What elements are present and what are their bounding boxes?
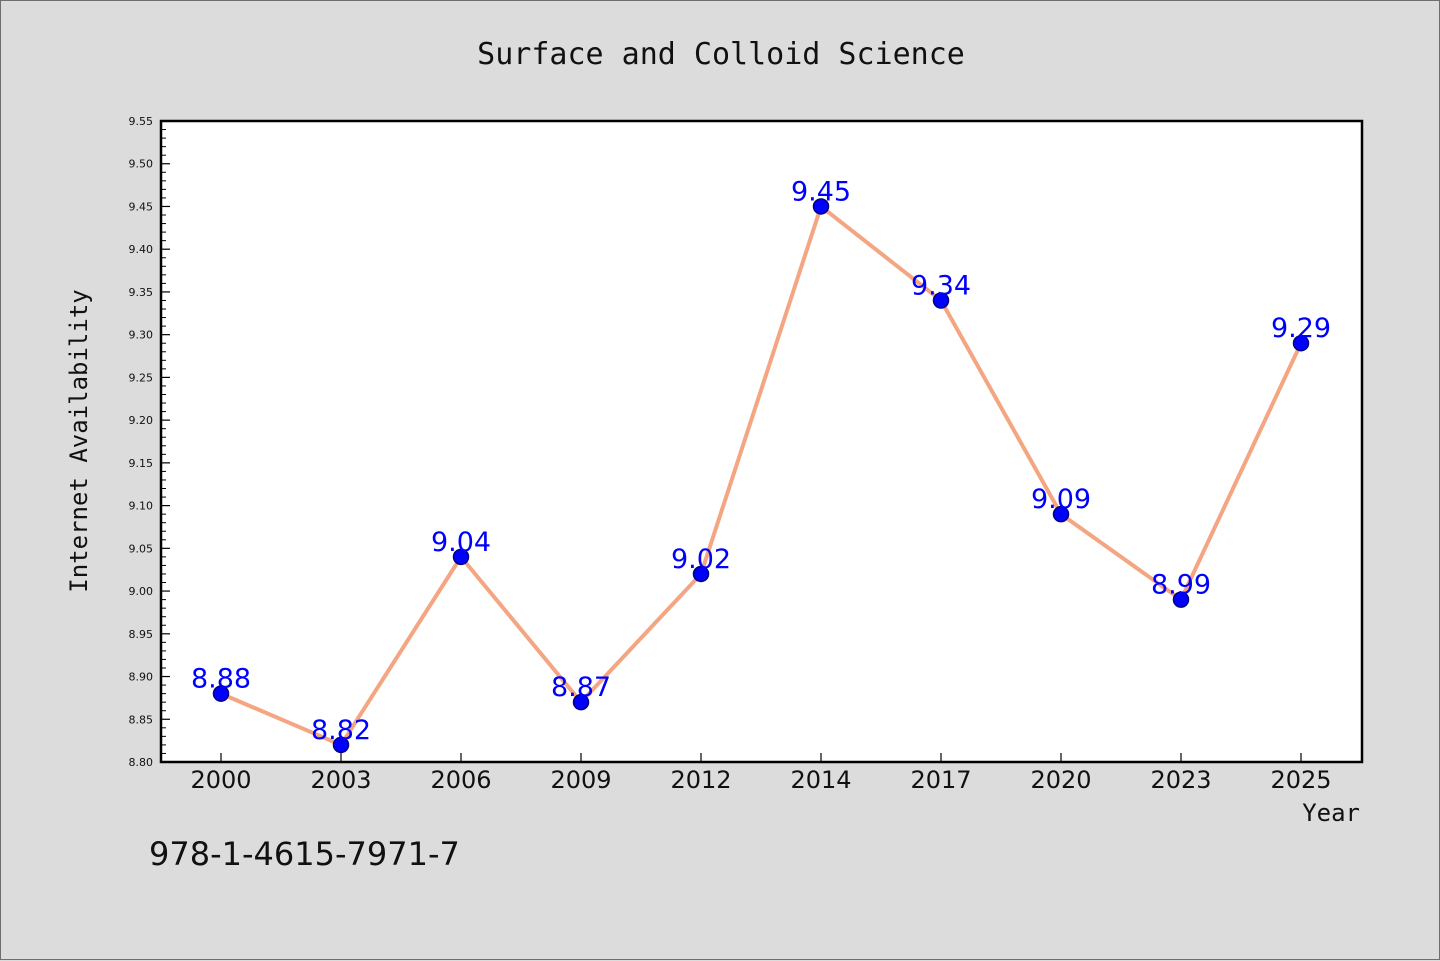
- x-tick-label: 2020: [1030, 766, 1091, 794]
- x-tick-label: 2003: [310, 766, 371, 794]
- series-line-group: [220, 204, 1303, 747]
- chart-title: Surface and Colloid Science: [477, 37, 965, 72]
- data-points: [212, 198, 1310, 754]
- y-tick-label: 9.45: [129, 200, 154, 213]
- data-label-2017: 9.34: [911, 270, 971, 301]
- x-axis-label: Year: [1302, 799, 1360, 827]
- x-tick-label: 2000: [190, 766, 251, 794]
- y-tick-label: 9.30: [129, 329, 154, 342]
- data-label-2023: 8.99: [1151, 570, 1211, 601]
- y-tick-label: 9.10: [129, 500, 154, 513]
- data-labels: 8.88 8.82 9.04 8.87 9.02 9.45 9.34 9.09 8.99 9.29: [191, 176, 1331, 745]
- x-tick-label: 2012: [670, 766, 731, 794]
- y-tick-label: 9.40: [129, 243, 154, 256]
- y-tick-label: 9.50: [129, 158, 154, 171]
- plot-area: [159, 119, 1364, 764]
- y-axis: 8.80 8.85 8.90 8.95 9.00 9.05 9.10 9.15 9.20 9.25…: [129, 115, 170, 769]
- data-point-2000: [212, 685, 230, 702]
- data-label-2003: 8.82: [311, 715, 371, 746]
- data-label-2025: 9.29: [1271, 313, 1331, 344]
- x-tick-label: 2006: [430, 766, 491, 794]
- y-axis-label: Internet Availability: [65, 289, 93, 592]
- data-label-2000: 8.88: [191, 664, 251, 695]
- y-tick-label: 9.20: [129, 414, 154, 427]
- x-axis: 2000 2003 2006 2009 2012 2014 2017 2020 2023 2025: [190, 753, 1332, 794]
- y-tick-label: 9.15: [129, 457, 154, 470]
- y-tick-label: 9.35: [129, 286, 154, 299]
- x-tick-label: 2009: [550, 766, 611, 794]
- x-tick-label: 2017: [910, 766, 971, 794]
- data-label-2006: 9.04: [431, 527, 491, 558]
- y-tick-label: 9.00: [129, 585, 154, 598]
- data-label-2020: 9.09: [1031, 484, 1091, 515]
- data-point-2025: [1292, 334, 1310, 352]
- y-tick-label: 9.25: [129, 371, 154, 384]
- x-tick-label: 2014: [790, 766, 851, 794]
- y-tick-label: 8.95: [129, 628, 154, 641]
- y-tick-label: 8.90: [129, 671, 154, 684]
- data-label-2014: 9.45: [791, 176, 851, 207]
- data-point-2020: [1052, 505, 1070, 523]
- data-point-2012: [692, 565, 710, 583]
- y-tick-label: 9.05: [129, 542, 154, 555]
- x-tick-label: 2023: [1150, 766, 1211, 794]
- data-label-2012: 9.02: [671, 544, 731, 575]
- y-tick-label: 8.85: [129, 713, 154, 726]
- data-point-2006: [452, 548, 470, 566]
- data-point-2014: [812, 198, 830, 215]
- data-point-2009: [572, 693, 590, 711]
- x-tick-label: 2025: [1270, 766, 1331, 794]
- series-line: [220, 204, 1303, 747]
- y-tick-label: 8.80: [129, 756, 154, 769]
- data-point-2023: [1172, 591, 1190, 608]
- y-tick-label: 9.55: [129, 115, 154, 128]
- data-point-2003: [332, 736, 350, 754]
- data-point-2017: [932, 292, 950, 309]
- isbn-annotation: 978-1-4615-7971-7: [149, 835, 460, 873]
- data-label-2009: 8.87: [551, 672, 611, 703]
